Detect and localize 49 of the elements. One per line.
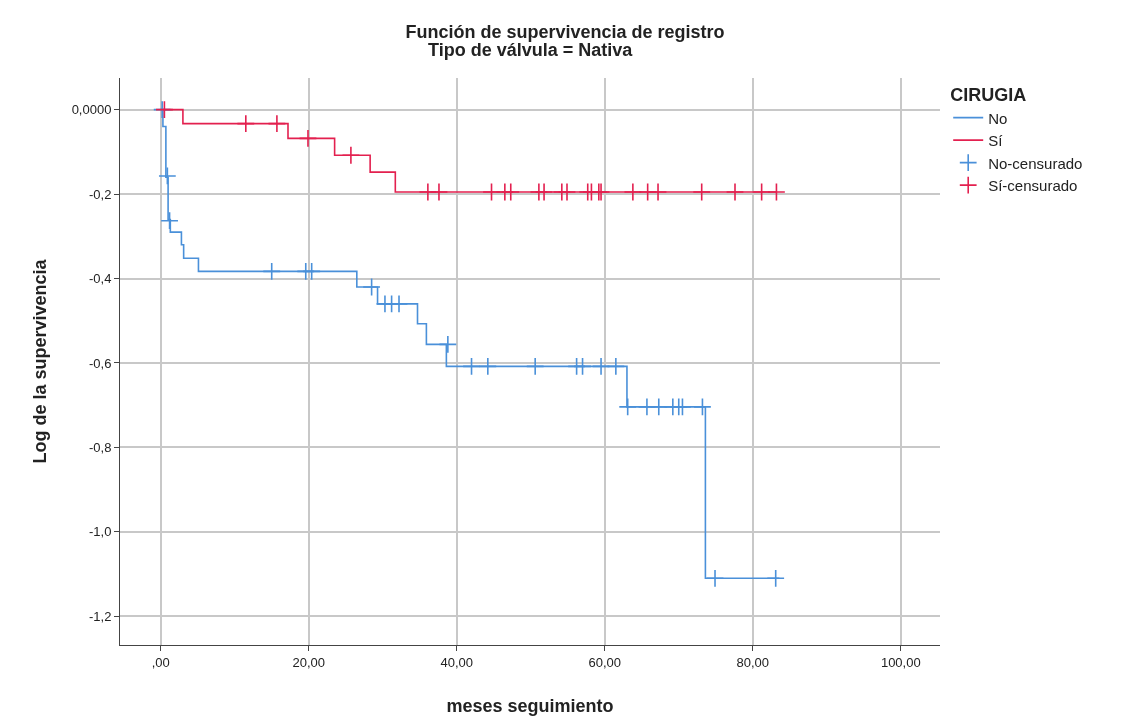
- legend-label: Sí-censurado: [988, 177, 1078, 194]
- point: [534, 182, 554, 202]
- point: [298, 129, 318, 148]
- point: [767, 182, 786, 202]
- point: [362, 277, 381, 297]
- point: [693, 397, 712, 417]
- point: [752, 182, 771, 202]
- point: [267, 114, 287, 133]
- point: [705, 569, 725, 588]
- point: [462, 357, 481, 376]
- point: [725, 182, 745, 202]
- point: [262, 262, 281, 281]
- x-tick-label: ,00: [151, 654, 170, 670]
- y-tick-label: -0,4: [88, 271, 112, 287]
- y-tick-label: 0,0000: [71, 102, 112, 118]
- chart-subtitle: Tipo de válvula = Nativa: [428, 40, 634, 60]
- chart-title: Función de supervivencia de registro: [405, 21, 725, 42]
- point: [501, 182, 520, 202]
- legend-label: Sí: [988, 132, 1004, 149]
- y-axis-title: Log de la supervivencia: [29, 258, 50, 464]
- point: [606, 357, 626, 376]
- point: [525, 357, 545, 376]
- point: [158, 166, 177, 186]
- x-tick-label: 60,00: [588, 654, 622, 670]
- y-tick-label: -0,2: [88, 186, 112, 202]
- y-tick-label: -1,0: [88, 524, 112, 540]
- y-tick-label: -0,6: [88, 355, 112, 371]
- y-tick-label: -0,8: [88, 439, 112, 455]
- point: [557, 182, 577, 202]
- point: [648, 182, 668, 202]
- point: [160, 211, 179, 230]
- x-tick-label: 100,00: [880, 654, 921, 670]
- point: [236, 114, 256, 133]
- point: [618, 397, 637, 417]
- x-tick-label: 40,00: [440, 654, 473, 670]
- point: [766, 569, 785, 588]
- legend-label: No-censurado: [988, 154, 1083, 172]
- x-axis-title: meses seguimiento: [446, 695, 614, 716]
- x-tick-label: 80,00: [736, 654, 770, 670]
- legend-title: CIRUGIA: [950, 85, 1027, 106]
- point: [438, 335, 458, 354]
- point: [692, 182, 711, 202]
- point: [478, 357, 498, 376]
- point: [302, 262, 321, 281]
- legend-label: No: [988, 109, 1008, 127]
- x-tick-label: 20,00: [292, 654, 325, 670]
- point: [573, 357, 592, 376]
- point: [429, 182, 449, 202]
- y-tick-label: -1,2: [88, 608, 112, 624]
